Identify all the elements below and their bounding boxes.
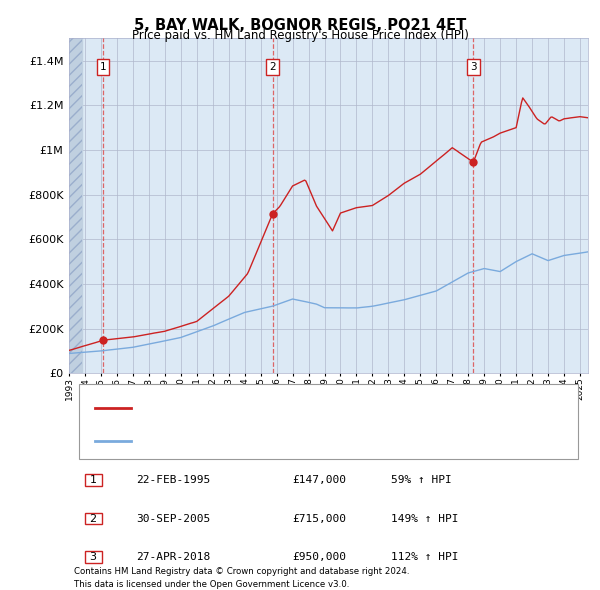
- Text: 5, BAY WALK, BOGNOR REGIS, PO21 4ET: 5, BAY WALK, BOGNOR REGIS, PO21 4ET: [134, 18, 466, 32]
- Text: 2: 2: [269, 63, 276, 73]
- Text: 1: 1: [100, 63, 106, 73]
- Text: This data is licensed under the Open Government Licence v3.0.: This data is licensed under the Open Gov…: [74, 580, 350, 589]
- Text: 3: 3: [89, 552, 97, 562]
- Text: 149% ↑ HPI: 149% ↑ HPI: [391, 514, 458, 523]
- Text: £950,000: £950,000: [292, 552, 346, 562]
- Text: 27-APR-2018: 27-APR-2018: [136, 552, 211, 562]
- Text: Price paid vs. HM Land Registry's House Price Index (HPI): Price paid vs. HM Land Registry's House …: [131, 30, 469, 42]
- FancyBboxPatch shape: [85, 551, 101, 563]
- Text: HPI: Average price, detached house, Arun: HPI: Average price, detached house, Arun: [142, 435, 359, 445]
- Text: 2: 2: [89, 514, 97, 523]
- Text: £715,000: £715,000: [292, 514, 346, 523]
- Text: 5, BAY WALK, BOGNOR REGIS, PO21 4ET (detached house): 5, BAY WALK, BOGNOR REGIS, PO21 4ET (det…: [142, 404, 447, 414]
- Bar: [69, 38, 82, 373]
- Text: Contains HM Land Registry data © Crown copyright and database right 2024.: Contains HM Land Registry data © Crown c…: [74, 568, 410, 576]
- FancyBboxPatch shape: [79, 384, 578, 458]
- Text: £147,000: £147,000: [292, 475, 346, 485]
- Text: 30-SEP-2005: 30-SEP-2005: [136, 514, 211, 523]
- Text: 59% ↑ HPI: 59% ↑ HPI: [391, 475, 452, 485]
- Text: 22-FEB-1995: 22-FEB-1995: [136, 475, 211, 485]
- Text: 112% ↑ HPI: 112% ↑ HPI: [391, 552, 458, 562]
- Text: 1: 1: [89, 475, 97, 485]
- FancyBboxPatch shape: [85, 474, 101, 486]
- FancyBboxPatch shape: [85, 513, 101, 525]
- Bar: [69, 38, 82, 373]
- Text: 3: 3: [470, 63, 476, 73]
